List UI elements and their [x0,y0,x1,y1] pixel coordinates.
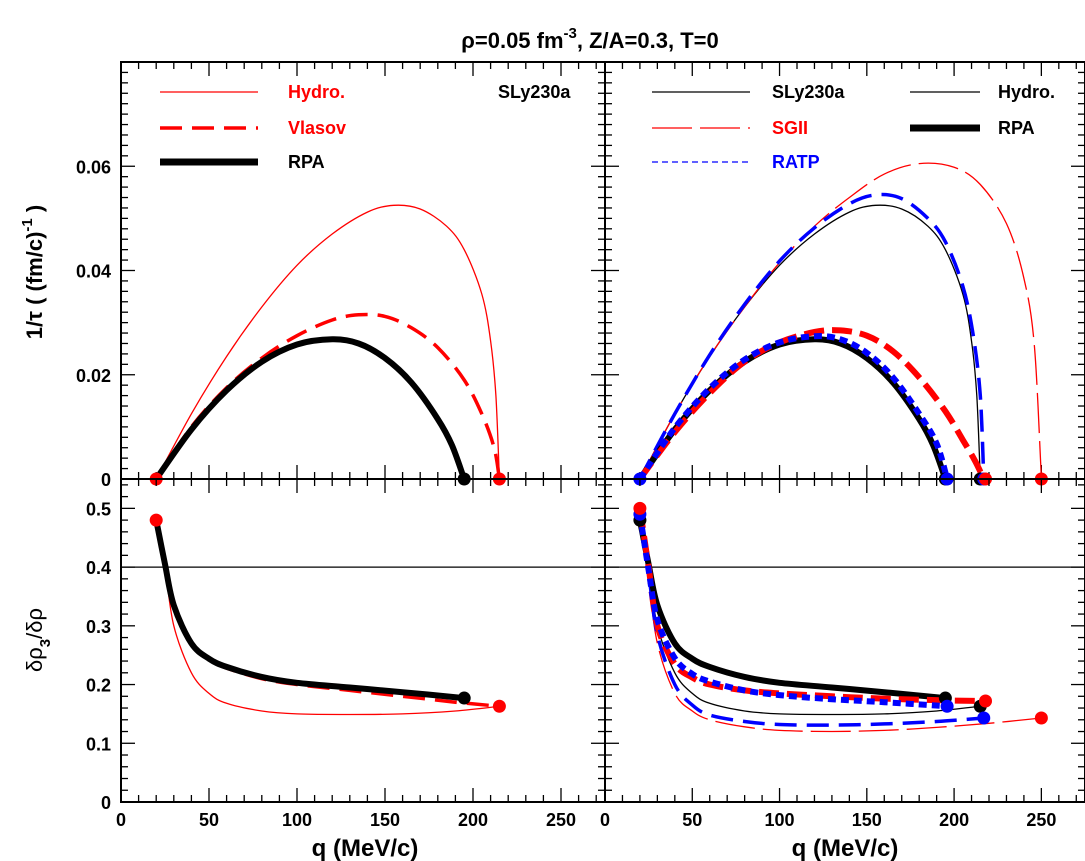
x-tick-label: 50 [682,810,702,830]
series-line [637,336,949,481]
x-tick-label: 0 [600,810,610,830]
panel-bottom-left: 0 0.1 0.2 0.3 0.4 0.5 0 50 100 150 200 250 [86,479,605,830]
y-tick-label: 0.2 [86,676,111,696]
series-line [153,336,468,481]
x-axis-label-left: q (MeV/c) [312,835,419,861]
y-tick-label: 0.3 [86,617,111,637]
x-tick-label: 150 [852,810,882,830]
endpoint-marker [940,699,954,713]
legend-label-rpa: RPA [288,152,325,172]
x-tick-label: 50 [199,810,219,830]
legend-label-hydro: Hydro. [288,82,345,102]
endpoint-marker [1034,711,1048,725]
x-tick-label: 200 [458,810,488,830]
y-tick-label: 0.04 [76,262,111,282]
legend-label-sly230a: SLy230a [772,82,845,102]
series-line [637,333,950,481]
legend-label-hydro-right: Hydro. [998,82,1055,102]
y-axis-label-bottom: δρ3/δρ [22,608,54,672]
series-line [639,162,1043,480]
legend-label-ratp: RATP [772,152,820,172]
annotation-sly230a: SLy230a [498,82,571,102]
endpoint-marker [492,699,506,713]
y-tick-label: 0 [101,793,111,813]
series-line [153,519,465,702]
x-tick-label: 0 [116,810,126,830]
y-tick-label: 0 [101,470,111,490]
x-tick-label: 150 [370,810,400,830]
y-tick-label: 0.5 [86,499,111,519]
x-tick-label: 250 [546,810,576,830]
x-tick-label: 100 [765,810,795,830]
series-line [638,192,986,480]
legend-top-left: Hydro. Vlasov RPA SLy230a [160,82,571,172]
x-axis-label-right: q (MeV/c) [792,835,899,861]
endpoint-marker [979,694,993,708]
series-line [636,513,948,710]
series-line [154,312,502,480]
legend-label-rpa-right: RPA [998,118,1035,138]
series-line [155,204,501,480]
x-tick-label: 200 [939,810,969,830]
figure-title: ρ=0.05 fm-3, Z/A=0.3, T=0 [461,25,718,53]
series-line [637,327,987,481]
y-tick-label: 0.02 [76,366,111,386]
legend-label-vlasov: Vlasov [288,118,346,138]
panel-top-right [604,61,1085,486]
legend-top-right: SLy230a Hydro. SGII RPA RATP [652,82,1055,172]
y-tick-label: 0.1 [86,734,111,754]
frame-right [604,61,1085,803]
x-tick-label: 100 [282,810,312,830]
endpoint-marker [457,691,471,705]
panel-bottom-right: 0 50 100 150 200 250 [600,479,1085,830]
endpoint-marker [149,513,163,527]
endpoint-marker [977,711,991,725]
y-tick-label: 0.4 [86,558,111,578]
x-tick-label: 250 [1026,810,1056,830]
y-axis-label-top: 1/τ ( (fm/c)-1 ) [19,205,47,339]
endpoint-marker [633,501,647,515]
y-tick-label: 0.06 [76,157,111,177]
legend-label-sgii: SGII [772,118,808,138]
series-line [155,519,500,716]
series-line [639,508,1042,733]
series-line [154,519,500,709]
